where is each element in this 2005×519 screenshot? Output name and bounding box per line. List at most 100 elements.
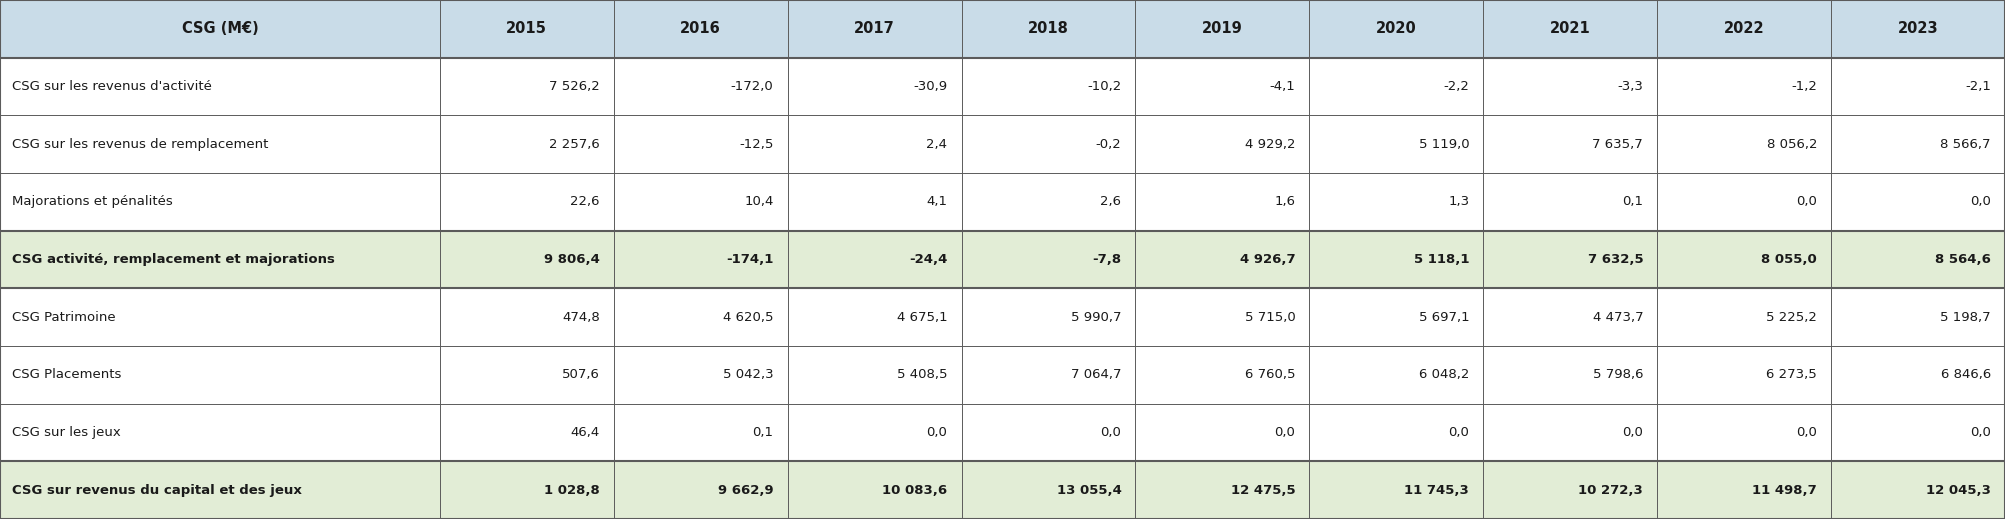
Bar <box>1831 230 2005 289</box>
Bar <box>1484 346 1658 404</box>
Bar <box>1309 115 1484 173</box>
Text: CSG activité, remplacement et majorations: CSG activité, remplacement et majoration… <box>12 253 335 266</box>
Text: 11 498,7: 11 498,7 <box>1752 484 1817 497</box>
Bar <box>1658 404 1831 461</box>
Bar <box>962 404 1135 461</box>
Text: -0,2: -0,2 <box>1095 138 1121 151</box>
Bar <box>614 0 788 58</box>
Text: 5 198,7: 5 198,7 <box>1941 311 1991 324</box>
Bar <box>1831 58 2005 115</box>
Bar <box>0 0 439 58</box>
Bar <box>1658 289 1831 346</box>
Bar <box>1135 173 1309 230</box>
Bar <box>1309 0 1484 58</box>
Text: -24,4: -24,4 <box>908 253 948 266</box>
Bar <box>962 230 1135 289</box>
Text: 8 564,6: 8 564,6 <box>1935 253 1991 266</box>
Bar <box>1309 461 1484 519</box>
Bar <box>1309 58 1484 115</box>
Text: 9 662,9: 9 662,9 <box>718 484 774 497</box>
Text: 5 408,5: 5 408,5 <box>896 368 948 381</box>
Text: 22,6: 22,6 <box>569 195 599 208</box>
Bar <box>1658 115 1831 173</box>
Text: 9 806,4: 9 806,4 <box>543 253 599 266</box>
Bar <box>1484 58 1658 115</box>
Text: 7 635,7: 7 635,7 <box>1592 138 1644 151</box>
Bar <box>1135 230 1309 289</box>
Text: 8 566,7: 8 566,7 <box>1941 138 1991 151</box>
Text: 5 119,0: 5 119,0 <box>1420 138 1470 151</box>
Bar <box>1484 404 1658 461</box>
Text: CSG sur les revenus d'activité: CSG sur les revenus d'activité <box>12 80 213 93</box>
Text: CSG Placements: CSG Placements <box>12 368 122 381</box>
Text: 2020: 2020 <box>1375 21 1418 36</box>
Bar <box>1309 404 1484 461</box>
Bar <box>0 230 439 289</box>
Bar <box>439 173 614 230</box>
Text: 5 990,7: 5 990,7 <box>1071 311 1121 324</box>
Text: 2019: 2019 <box>1203 21 1243 36</box>
Text: 10,4: 10,4 <box>744 195 774 208</box>
Bar <box>614 289 788 346</box>
Text: 1,6: 1,6 <box>1275 195 1295 208</box>
Text: -7,8: -7,8 <box>1093 253 1121 266</box>
Bar <box>1135 115 1309 173</box>
Text: -3,3: -3,3 <box>1618 80 1644 93</box>
Bar <box>1831 346 2005 404</box>
Bar <box>1831 289 2005 346</box>
Bar <box>1135 58 1309 115</box>
Text: 1,3: 1,3 <box>1448 195 1470 208</box>
Text: 11 745,3: 11 745,3 <box>1404 484 1470 497</box>
Text: 0,0: 0,0 <box>1971 195 1991 208</box>
Text: 8 056,2: 8 056,2 <box>1766 138 1817 151</box>
Bar <box>1135 404 1309 461</box>
Bar <box>1484 461 1658 519</box>
Bar <box>1658 230 1831 289</box>
Text: 6 760,5: 6 760,5 <box>1245 368 1295 381</box>
Text: CSG sur revenus du capital et des jeux: CSG sur revenus du capital et des jeux <box>12 484 303 497</box>
Bar <box>1484 289 1658 346</box>
Text: 0,0: 0,0 <box>1622 426 1644 439</box>
Bar <box>1309 346 1484 404</box>
Text: 2015: 2015 <box>507 21 547 36</box>
Text: 12 475,5: 12 475,5 <box>1231 484 1295 497</box>
Text: 2016: 2016 <box>680 21 722 36</box>
Text: 2 257,6: 2 257,6 <box>549 138 599 151</box>
Text: 10 272,3: 10 272,3 <box>1578 484 1644 497</box>
Bar <box>439 289 614 346</box>
Bar <box>614 173 788 230</box>
Bar <box>1484 230 1658 289</box>
Text: Majorations et pénalités: Majorations et pénalités <box>12 195 172 208</box>
Text: 0,0: 0,0 <box>1796 426 1817 439</box>
Bar <box>788 404 962 461</box>
Bar <box>614 58 788 115</box>
Bar <box>962 0 1135 58</box>
Text: 5 042,3: 5 042,3 <box>724 368 774 381</box>
Bar <box>1135 461 1309 519</box>
Text: 5 715,0: 5 715,0 <box>1245 311 1295 324</box>
Text: -30,9: -30,9 <box>914 80 948 93</box>
Bar <box>1135 0 1309 58</box>
Text: 474,8: 474,8 <box>561 311 599 324</box>
Text: 7 064,7: 7 064,7 <box>1071 368 1121 381</box>
Text: -172,0: -172,0 <box>730 80 774 93</box>
Bar <box>962 173 1135 230</box>
Text: -2,1: -2,1 <box>1965 80 1991 93</box>
Text: 1 028,8: 1 028,8 <box>543 484 599 497</box>
Bar <box>1484 115 1658 173</box>
Bar <box>614 230 788 289</box>
Text: 12 045,3: 12 045,3 <box>1927 484 1991 497</box>
Text: 10 083,6: 10 083,6 <box>882 484 948 497</box>
Bar <box>439 230 614 289</box>
Bar <box>0 58 439 115</box>
Bar <box>788 0 962 58</box>
Text: 2023: 2023 <box>1897 21 1939 36</box>
Bar <box>788 461 962 519</box>
Text: 8 055,0: 8 055,0 <box>1760 253 1817 266</box>
Bar <box>1658 173 1831 230</box>
Text: CSG sur les revenus de remplacement: CSG sur les revenus de remplacement <box>12 138 269 151</box>
Text: 13 055,4: 13 055,4 <box>1057 484 1121 497</box>
Bar <box>439 58 614 115</box>
Text: 2,4: 2,4 <box>926 138 948 151</box>
Bar <box>0 404 439 461</box>
